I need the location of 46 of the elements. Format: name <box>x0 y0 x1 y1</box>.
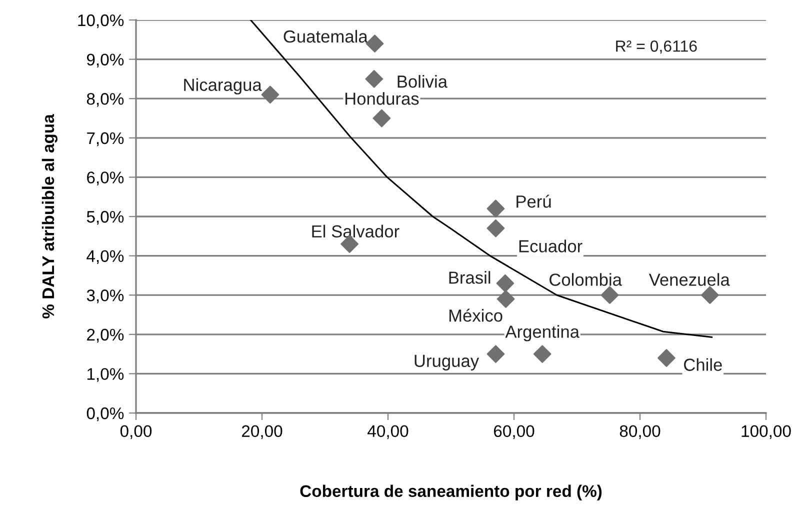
point <box>486 200 505 218</box>
annotation: Bolivia <box>398 75 448 88</box>
annotation: Chile <box>684 358 722 371</box>
y-tick-label: 3,0% <box>86 290 124 304</box>
x-tick-label: 60,00 <box>494 425 534 440</box>
x-tick-label: 0,00 <box>120 425 152 440</box>
y-tick-label: 0,0% <box>86 407 124 422</box>
annotation: Brasil <box>449 271 490 284</box>
annotation: México <box>449 308 502 322</box>
annotation: Venezuela <box>648 273 730 286</box>
x-tick-label: 80,00 <box>620 425 660 440</box>
point <box>496 274 514 292</box>
y-tick-label: 2,0% <box>87 328 124 343</box>
annotation: El Salvador <box>312 224 400 238</box>
annotation: R² = 0,6116 <box>616 40 697 54</box>
point <box>600 286 619 304</box>
annotation: Argentina <box>505 325 580 342</box>
y-tick-label: 9,0% <box>86 54 124 68</box>
point <box>533 345 552 363</box>
y-tick-label: 4,0% <box>86 250 124 264</box>
annotation: Honduras <box>345 92 419 105</box>
point <box>701 286 719 304</box>
y-tick-label: 10,0% <box>78 14 124 28</box>
point <box>365 70 384 88</box>
y-tick-label: 8,0% <box>86 93 124 107</box>
x-tick-label: 100,00 <box>742 425 791 440</box>
point <box>496 290 515 308</box>
x-axis-title: Cobertura de saneamiento por red (%) <box>300 484 602 500</box>
x-tick-label: 40,00 <box>368 425 408 440</box>
y-tick-label: 6,0% <box>87 172 124 186</box>
annotation: Guatemala <box>284 30 368 43</box>
annotation: Nicaragua <box>184 78 262 94</box>
y-axis-title: % DALY atribuible al agua <box>42 114 58 318</box>
point <box>486 345 505 363</box>
y-tick-label: 5,0% <box>86 210 124 225</box>
annotation: Colombia <box>550 273 622 286</box>
annotation: Perú <box>516 194 551 208</box>
point <box>658 349 676 367</box>
y-tick-label: 7,0% <box>87 132 124 146</box>
annotation: Uruguay <box>414 354 480 370</box>
point <box>261 86 280 104</box>
annotation: Ecuador <box>519 240 582 252</box>
point <box>372 109 391 128</box>
x-tick-label: 20,00 <box>242 425 282 440</box>
y-tick-label: 1,0% <box>87 368 124 382</box>
point <box>486 219 505 238</box>
